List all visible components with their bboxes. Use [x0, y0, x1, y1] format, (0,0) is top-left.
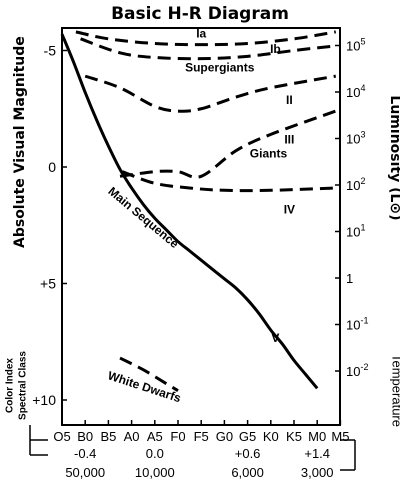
- y-tick-label-magnitude: 0: [48, 159, 56, 175]
- x-tick-label-spectral: B0: [77, 429, 93, 444]
- x-tick-label-spectral: M5: [331, 429, 349, 444]
- x-tick-label-temperature: 50,000: [65, 465, 105, 480]
- y-tick-label-luminosity: 104: [346, 83, 365, 100]
- curve-label: White Dwarfs: [106, 368, 183, 405]
- curve-label: Main Sequence: [105, 184, 181, 251]
- curve-label: Ia: [196, 27, 206, 41]
- curve-label: Ib: [270, 42, 281, 56]
- series-main-sequence: [60, 33, 319, 390]
- y-tick-label-luminosity: 10-2: [346, 362, 368, 379]
- series-ib: [80, 37, 336, 61]
- series-iv: [121, 170, 336, 193]
- x-tick-label-color-index: -0.4: [74, 446, 96, 461]
- x-tick-label-temperature: 10,000: [135, 465, 175, 480]
- series-ia: [75, 30, 337, 47]
- series-white-dwarfs: [119, 356, 179, 392]
- y-tick-label-luminosity: 103: [346, 130, 365, 147]
- curve-label: IV: [284, 203, 295, 217]
- x-tick-label-color-index: 0.0: [146, 446, 164, 461]
- x-tick-label-temperature: 3,000: [301, 465, 334, 480]
- curve-label: Supergiants: [185, 60, 255, 74]
- series-supergiants: [84, 74, 337, 113]
- y-tick-label-luminosity: 101: [346, 223, 365, 240]
- y-tick-label-luminosity: 10-1: [346, 316, 368, 333]
- x-tick-label-spectral: K5: [286, 429, 302, 444]
- x-tick-label-spectral: A5: [147, 429, 163, 444]
- curve-label: III: [284, 133, 294, 147]
- x-tick-label-spectral: A0: [124, 429, 140, 444]
- x-tick-label-spectral: F0: [170, 429, 185, 444]
- x-tick-label-temperature: 6,000: [231, 465, 264, 480]
- curve-label: II: [286, 93, 293, 107]
- y-tick-label-luminosity: 105: [346, 37, 365, 54]
- x-tick-label-spectral: B5: [100, 429, 116, 444]
- x-tick-label-color-index: +1.4: [304, 446, 330, 461]
- x-tick-label-spectral: O5: [53, 429, 70, 444]
- y-tick-label-magnitude: +10: [32, 392, 56, 408]
- curve-label: Giants: [250, 147, 288, 161]
- curve-label: V: [271, 331, 279, 345]
- series-giants: [119, 109, 337, 179]
- y-tick-label-magnitude: +5: [40, 276, 56, 292]
- x-tick-label-spectral: G0: [216, 429, 233, 444]
- page-title: Basic H-R Diagram: [111, 4, 289, 24]
- x-tick-label-spectral: K0: [263, 429, 279, 444]
- y-tick-label-luminosity: 102: [346, 176, 365, 193]
- y-tick-label-magnitude: -5: [44, 43, 57, 59]
- x-tick-label-spectral: F5: [194, 429, 209, 444]
- x-tick-label-spectral: G5: [239, 429, 256, 444]
- x-tick-label-spectral: M0: [308, 429, 326, 444]
- x-tick-label-color-index: +0.6: [235, 446, 261, 461]
- y-tick-label-luminosity: 1: [346, 271, 353, 286]
